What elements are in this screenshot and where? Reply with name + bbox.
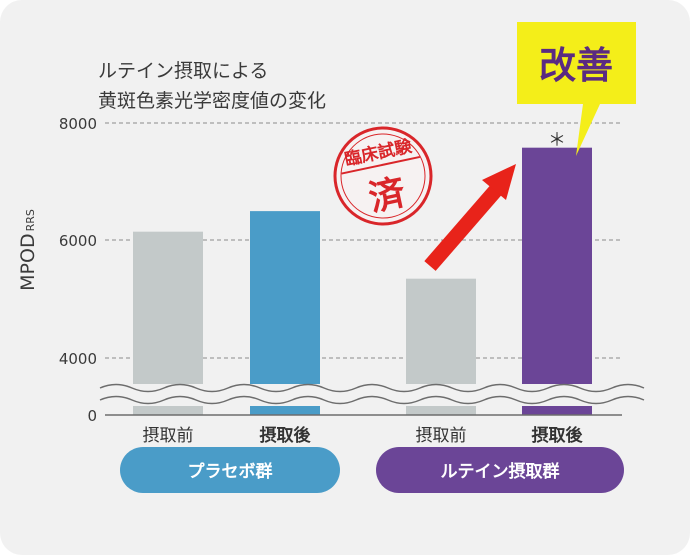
bar-2 xyxy=(250,211,320,415)
stamp-outer-ring xyxy=(333,126,433,226)
callout-text: 改善 xyxy=(539,44,613,87)
chart-title-line-2: 黄斑色素光学密度値の変化 xyxy=(98,90,326,112)
group-pill-placebo: プラセボ群 xyxy=(120,447,340,493)
y-axis-label-sub: RRS xyxy=(24,209,37,231)
improvement-callout: 改善 xyxy=(517,22,636,156)
axis-break-wave-upper xyxy=(99,383,645,393)
stamp-inner-ring xyxy=(340,133,426,219)
group-label-lutein: ルテイン摂取群 xyxy=(441,461,560,482)
y-tick-0: 0 xyxy=(87,407,97,425)
group-pill-lutein-bg xyxy=(376,447,624,493)
axis-break-band xyxy=(100,384,630,406)
trend-arrow-head xyxy=(482,164,516,200)
bar-4 xyxy=(522,147,592,416)
svg-text:MPODRRS: MPOD RRS xyxy=(17,209,39,291)
axis-break-wave-lower xyxy=(99,395,645,405)
x-tick-label-3: 摂取前 xyxy=(416,426,467,446)
x-tick-label-2: 摂取後 xyxy=(260,425,312,446)
trend-arrow-shaft xyxy=(424,185,502,271)
y-axis-label: MPOD RRS xyxy=(17,209,39,291)
x-tick-label-4: 摂取後 xyxy=(532,425,584,446)
axis-break xyxy=(99,383,645,406)
chart-title-line-1: ルテイン摂取による xyxy=(98,60,268,82)
y-tick-8000: 8000 xyxy=(59,115,97,133)
trend-arrow xyxy=(424,164,516,271)
x-axis-labels: 摂取前 摂取後 摂取前 摂取後 xyxy=(143,425,584,446)
y-axis-label-main: MPOD xyxy=(17,233,39,290)
callout-bubble xyxy=(517,22,636,156)
stamp-divider xyxy=(341,155,421,175)
group-label-placebo: プラセボ群 xyxy=(188,461,273,482)
group-pill-placebo-bg xyxy=(120,447,340,493)
clinical-trial-stamp: 臨床試験 済 xyxy=(333,126,433,226)
stamp-center-text: 済 xyxy=(365,172,409,220)
x-tick-label-1: 摂取前 xyxy=(143,426,194,446)
y-tick-4000: 4000 xyxy=(59,350,97,368)
group-pill-lutein: ルテイン摂取群 xyxy=(376,447,624,493)
significance-mark: ＊ xyxy=(548,130,566,151)
y-tick-6000: 6000 xyxy=(59,232,97,250)
